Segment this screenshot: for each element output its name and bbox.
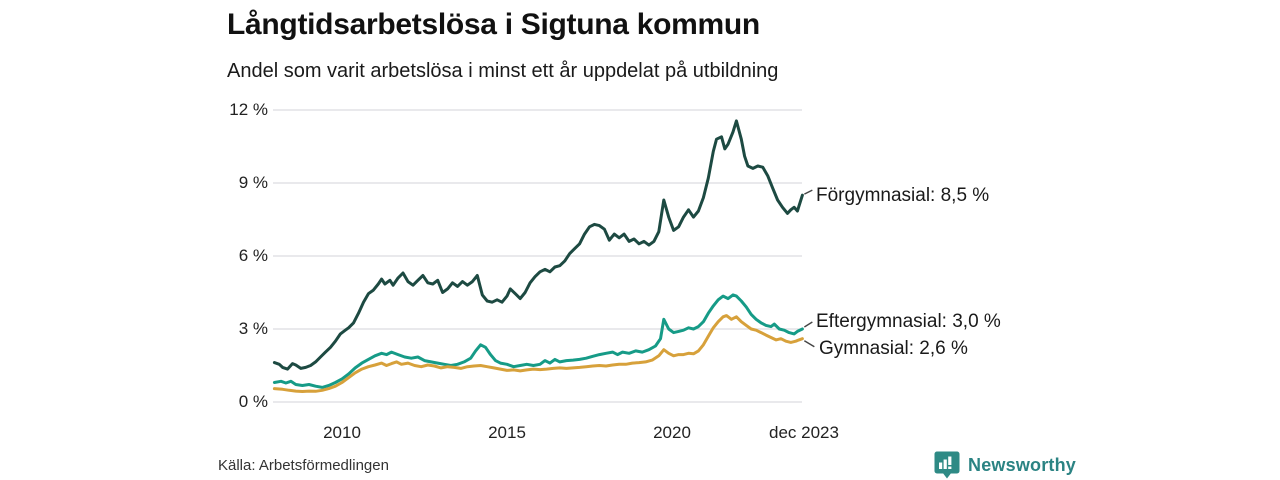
label-connector — [803, 340, 815, 348]
series-line-gymnasial — [272, 314, 804, 393]
x-tick-2010: 2010 — [323, 423, 361, 442]
brand-name: Newsworthy — [968, 454, 1077, 475]
x-tick-2020: 2020 — [653, 423, 691, 442]
label-connector — [803, 321, 813, 328]
x-tick-2015: 2015 — [488, 423, 526, 442]
y-tick-0: 0 % — [238, 392, 268, 411]
series-line-eftergymnasial — [272, 293, 804, 389]
page-subtitle: Andel som varit arbetslösa i minst ett å… — [227, 60, 779, 82]
series-label-forgymnasial: Förgymnasial: 8,5 % — [816, 185, 990, 206]
label-connector — [804, 189, 813, 195]
page-title: Långtidsarbetslösa i Sigtuna kommun — [227, 8, 760, 41]
brand-logo: Newsworthy — [934, 451, 1076, 479]
source-credit: Källa: Arbetsförmedlingen — [218, 457, 389, 474]
series-label-eftergymnasial: Eftergymnasial: 3,0 % — [816, 311, 1001, 332]
y-tick-6: 6 % — [238, 246, 268, 265]
series-line-förgymnasial — [272, 119, 804, 371]
newsworthy-chart-bubble-icon — [934, 451, 960, 479]
y-tick-3: 3 % — [238, 319, 268, 338]
x-tick-dec2023: dec 2023 — [769, 423, 839, 442]
series-label-gymnasial: Gymnasial: 2,6 % — [819, 338, 968, 359]
y-tick-12: 12 % — [229, 100, 268, 119]
y-tick-9: 9 % — [238, 173, 268, 192]
